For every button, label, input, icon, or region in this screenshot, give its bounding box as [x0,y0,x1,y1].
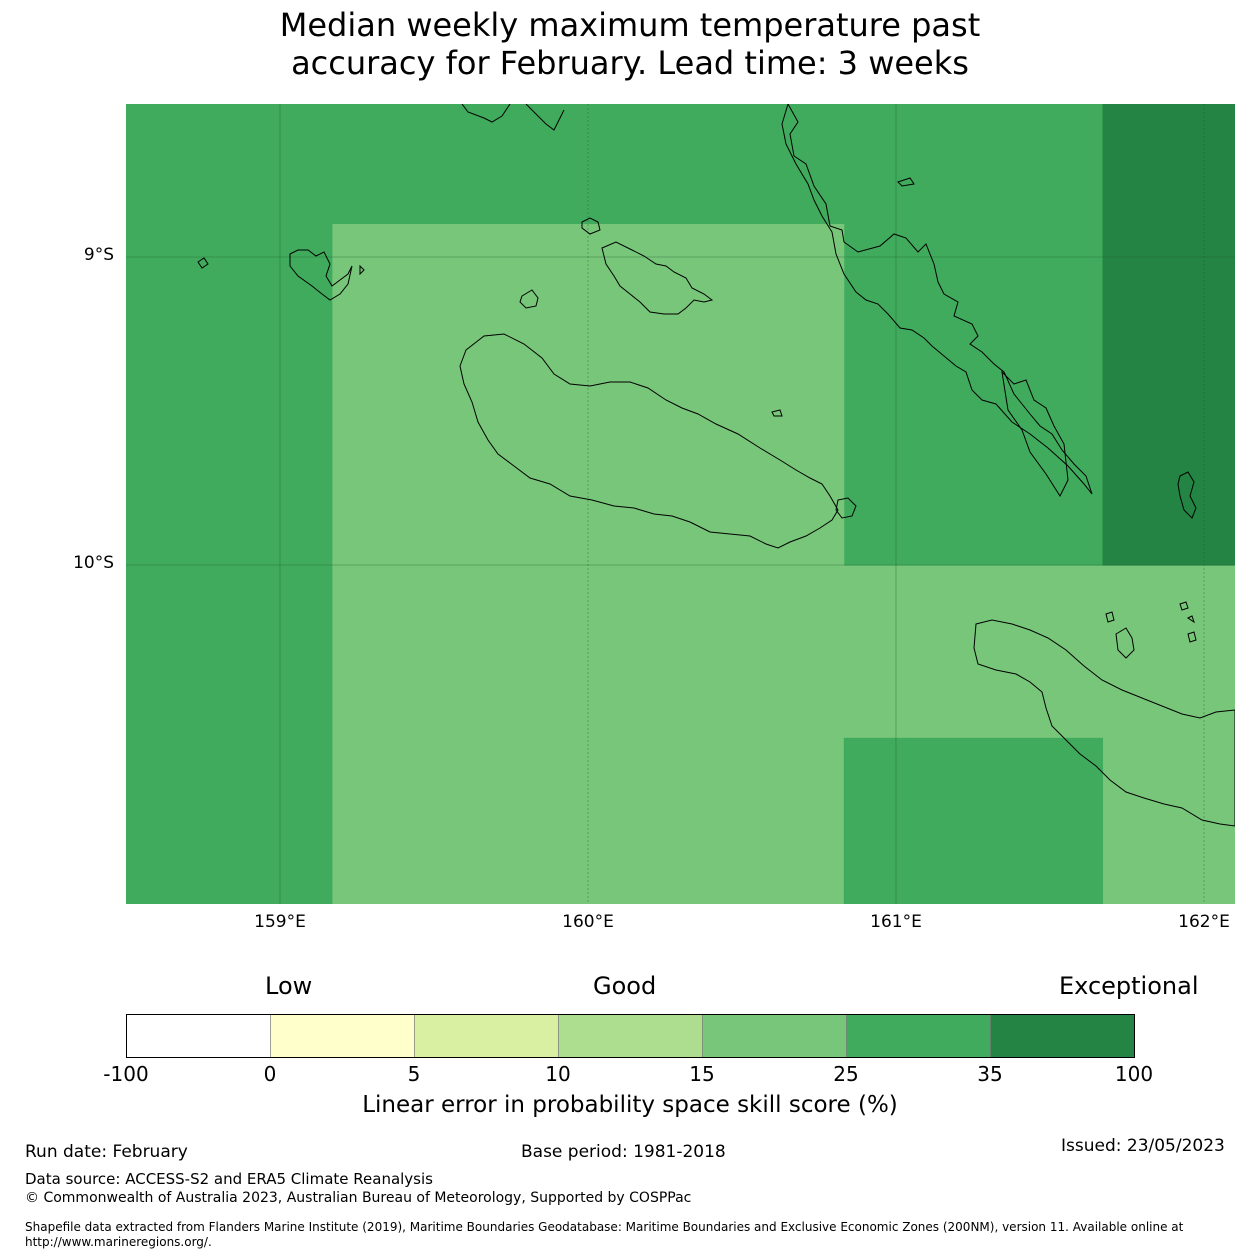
skill-cell-2 [843,104,1104,567]
colorbar-tick-label: 25 [833,1062,859,1086]
coast-islet-se-b [1179,601,1189,611]
skill-cell-3 [1102,104,1235,567]
title-line-2: accuracy for February. Lead time: 3 week… [291,44,969,82]
graticule [126,104,1235,904]
lat-label-9s: 9°S [83,245,114,265]
lat-label-10s: 10°S [73,553,114,573]
coast-makira [973,619,1235,827]
colorbar-segment-0 [126,1014,271,1058]
colorbar-tick-label: 100 [1114,1062,1154,1086]
coast-isabel-island [781,104,1093,495]
coast-islet-west [197,257,209,269]
coast-savo-island [519,289,539,309]
skill-cell-4 [332,224,845,904]
colorbar-tick-label: -100 [103,1062,149,1086]
colorbar-border [126,1014,1135,1058]
run-date: Run date: February [25,1142,188,1162]
colorbar-tick-label: 35 [977,1062,1003,1086]
coast-guadalcanal [459,333,839,549]
coast-islet-east [1177,471,1197,519]
colorbar-segment-5 [846,1014,991,1058]
skill-cell-1 [332,104,845,225]
base-period: Base period: 1981-2018 [521,1142,726,1162]
lon-label-161e: 161°E [870,912,922,932]
lon-label-162e: 162°E [1178,912,1230,932]
colorbar-tick-label: 10 [545,1062,571,1086]
coast-north-reef-a [461,104,511,123]
coastlines [197,104,1235,827]
coast-islet-north [897,177,915,187]
legend-category-low: Low [265,972,313,1000]
colorbar-segments [126,1014,1135,1058]
legend-colorbar [126,1014,1135,1058]
colorbar-tick-label: 5 [407,1062,421,1086]
coast-islet-se-d [1187,615,1195,624]
colorbar-segment-6 [990,1014,1135,1058]
skill-cell-5 [843,565,1104,739]
shapefile-credit: Shapefile data extracted from Flanders M… [25,1220,1184,1249]
coast-florida-islands [601,241,714,315]
copyright: © Commonwealth of Australia 2023, Austra… [25,1190,692,1206]
coast-three-sisters [1115,627,1135,659]
skill-cell-0 [126,104,333,904]
colorbar-segment-4 [702,1014,847,1058]
legend-category-good: Good [593,972,657,1000]
coast-islet-north-florida [581,217,601,235]
coast-islet-central [771,409,783,417]
coast-islet-se-a [1105,611,1115,623]
data-source: Data source: ACCESS-S2 and ERA5 Climate … [25,1170,433,1188]
colorbar-segment-3 [558,1014,703,1058]
title-line-1: Median weekly maximum temperature past [279,6,981,44]
colorbar-tick-label: 0 [263,1062,277,1086]
issued-date: Issued: 23/05/2023 [1061,1136,1225,1156]
skill-cell-7 [843,737,1104,904]
coast-north-reef-b [525,104,565,131]
coast-russell-islands [289,249,353,301]
colorbar-segment-1 [270,1014,415,1058]
colorbar-title: Linear error in probability space skill … [362,1092,898,1118]
coast-ngella-islets [835,497,857,519]
lon-label-159e: 159°E [254,912,306,932]
skill-map [126,104,1235,904]
map-title: Median weekly maximum temperature past a… [0,6,1260,82]
legend-category-exceptional: Exceptional [1059,972,1199,1000]
coast-islet-se-c [1187,631,1197,643]
skill-cell-6 [1102,565,1235,904]
colorbar-tick-label: 15 [689,1062,715,1086]
coast-islet-russell-east [359,264,365,276]
coast-isabel-peninsula [1001,370,1069,498]
skill-cells [126,104,1235,904]
lon-label-160e: 160°E [562,912,614,932]
colorbar-segment-2 [414,1014,559,1058]
